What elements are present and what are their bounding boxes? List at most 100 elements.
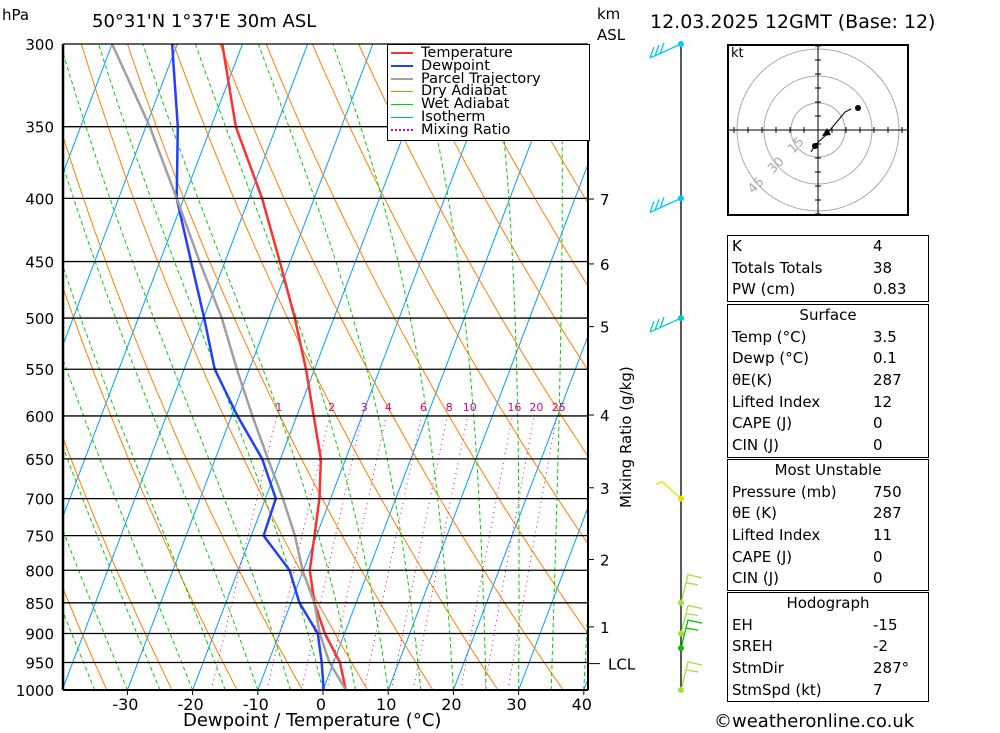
km-label: 3 bbox=[600, 480, 610, 498]
lcl-label: LCL bbox=[608, 656, 636, 674]
mixing-ratio-label: 2 bbox=[328, 401, 335, 414]
row-label: CIN (J) bbox=[732, 436, 780, 455]
pressure-label: 800 bbox=[25, 562, 54, 580]
x-tick-label: 30 bbox=[506, 695, 526, 714]
mixing-ratio-label: 16 bbox=[507, 401, 521, 414]
table-row: EH -15 bbox=[728, 615, 928, 637]
mixing-ratio-label: 3 bbox=[361, 401, 368, 414]
mixing-ratio-label: 25 bbox=[552, 401, 566, 414]
isotherm bbox=[63, 44, 309, 690]
hodograph-table: Hodograph EH -15 SREH -2 StmDir 287° StmSpd (kt… bbox=[727, 592, 929, 703]
pressure-label: 1000 bbox=[16, 682, 54, 700]
isotherm bbox=[387, 162, 588, 690]
table-row: θE(K) 287 bbox=[728, 370, 928, 392]
pressure-label: 550 bbox=[25, 361, 54, 379]
table-row: CAPE (J) 0 bbox=[728, 547, 928, 569]
dry-adiabat bbox=[80, 44, 369, 690]
storm-motion-marker bbox=[822, 128, 831, 136]
row-value: 3.5 bbox=[873, 327, 897, 346]
wind-barb-icon bbox=[680, 574, 703, 603]
legend-item: Parcel Trajectory bbox=[388, 71, 589, 86]
copyright: ©weatheronline.co.uk bbox=[714, 711, 915, 732]
pressure-unit: hPa bbox=[2, 6, 30, 24]
mixing-ratio-label: 20 bbox=[529, 401, 543, 414]
legend-swatch bbox=[391, 52, 413, 55]
x-tick-label: -10 bbox=[243, 695, 269, 714]
row-label: EH bbox=[732, 615, 753, 634]
table-row: Lifted Index 12 bbox=[728, 392, 928, 414]
row-value: 7 bbox=[873, 680, 883, 699]
pressure-label: 600 bbox=[25, 408, 54, 426]
hodo-unit: kt bbox=[731, 46, 744, 61]
isotherm bbox=[63, 44, 244, 518]
row-value: 0.83 bbox=[873, 280, 907, 299]
row-value: 0.1 bbox=[873, 349, 897, 368]
wet-adiabat bbox=[63, 529, 128, 690]
dry-adiabat bbox=[404, 44, 588, 372]
mixing-ratio-label: 10 bbox=[463, 401, 477, 414]
row-label: StmDir bbox=[732, 659, 784, 678]
legend-label: Dry Adiabat bbox=[421, 83, 507, 100]
wet-adiabat bbox=[63, 50, 291, 690]
row-value: 12 bbox=[873, 392, 893, 411]
row-label: CIN (J) bbox=[732, 569, 780, 588]
wind-barb-icon bbox=[649, 197, 682, 213]
legend-label: Temperature bbox=[421, 45, 513, 61]
isotherm bbox=[452, 334, 588, 690]
x-axis-label: Dewpoint / Temperature (°C) bbox=[183, 710, 442, 731]
mixing-ratio-line bbox=[391, 415, 448, 690]
table-row: CIN (J) 0 bbox=[728, 435, 928, 457]
mixing-ratio-line bbox=[326, 415, 387, 690]
legend-item: Isotherm bbox=[388, 108, 589, 125]
table-row: PW (cm) 0.83 bbox=[728, 279, 928, 301]
table-row: Pressure (mb) 750 bbox=[728, 482, 928, 504]
table-row: Dewp (°C) 0.1 bbox=[728, 348, 928, 370]
dry-adiabat bbox=[450, 44, 588, 287]
row-label: Temp (°C) bbox=[732, 327, 807, 346]
row-label: Lifted Index bbox=[732, 392, 821, 411]
row-value: 0 bbox=[873, 414, 883, 433]
km-label: 6 bbox=[600, 256, 610, 274]
pressure-label: 500 bbox=[25, 310, 54, 328]
x-tick-label: 10 bbox=[376, 695, 396, 714]
km-label: 5 bbox=[600, 319, 610, 337]
pressure-label: 900 bbox=[25, 625, 54, 643]
row-value: 287 bbox=[873, 371, 902, 390]
pressure-label: 450 bbox=[25, 254, 54, 272]
legend-item: Mixing Ratio bbox=[388, 123, 589, 137]
table-row: StmDir 287° bbox=[728, 658, 928, 680]
wind-barb-icon bbox=[655, 481, 682, 500]
table-row: CIN (J) 0 bbox=[728, 568, 928, 590]
legend-label: Isotherm bbox=[421, 108, 486, 125]
mixing-ratio-line bbox=[483, 415, 535, 690]
mixing-ratio-label: 4 bbox=[385, 401, 392, 414]
isotherm bbox=[63, 44, 113, 175]
wet-adiabat bbox=[194, 44, 389, 690]
km-label: km bbox=[597, 5, 621, 23]
table-row: Lifted Index 11 bbox=[728, 525, 928, 547]
dewpoint-line bbox=[170, 44, 325, 690]
legend-swatch bbox=[391, 91, 413, 93]
wind-barb-icon bbox=[680, 604, 703, 634]
row-value: 0 bbox=[873, 569, 883, 588]
hodo-point bbox=[812, 143, 818, 149]
row-value: 0 bbox=[873, 436, 883, 455]
pressure-label: 950 bbox=[25, 654, 54, 672]
wind-barb-icon bbox=[680, 661, 703, 691]
row-value: 11 bbox=[873, 526, 893, 545]
table-row: θE (K) 287 bbox=[728, 503, 928, 525]
km-label: 2 bbox=[600, 551, 610, 569]
x-tick-label: 40 bbox=[572, 695, 592, 714]
row-label: Totals Totals bbox=[732, 258, 823, 277]
legend-item: Temperature bbox=[388, 45, 589, 61]
pressure-label: 300 bbox=[25, 36, 54, 54]
row-label: CAPE (J) bbox=[732, 414, 793, 433]
table-row: Totals Totals 38 bbox=[728, 258, 928, 280]
table-row: CAPE (J) 0 bbox=[728, 413, 928, 435]
row-label: PW (cm) bbox=[732, 280, 796, 299]
hodo-point bbox=[855, 105, 861, 111]
mixing-ratio-label: 1 bbox=[275, 401, 282, 414]
table-row: Temp (°C) 3.5 bbox=[728, 327, 928, 349]
